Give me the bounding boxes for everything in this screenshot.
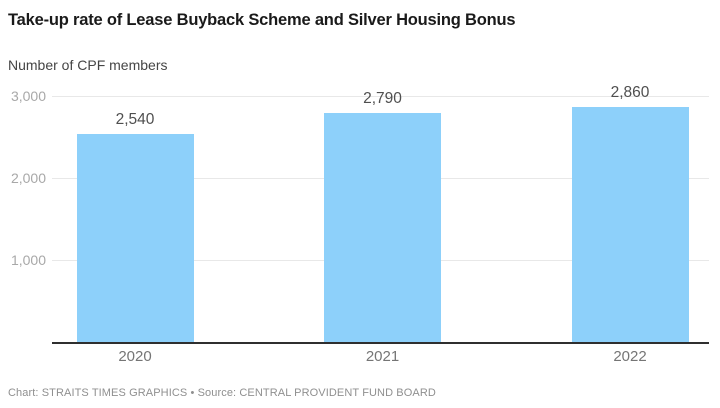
gridline-3000 xyxy=(52,96,709,97)
bar-value-label-2022: 2,860 xyxy=(610,84,650,102)
x-axis-label-2021: 2021 xyxy=(365,348,400,365)
x-axis-label-2020: 2020 xyxy=(118,348,152,365)
chart-footer-credit: Chart: STRAITS TIMES GRAPHICS • Source: … xyxy=(8,387,436,399)
y-axis-tick-2000: 2,000 xyxy=(10,170,46,186)
y-axis-tick-1000: 1,000 xyxy=(10,252,46,268)
chart-title: Take-up rate of Lease Buyback Scheme and… xyxy=(8,11,516,29)
bar-2021 xyxy=(324,113,441,342)
x-axis-label-2022: 2022 xyxy=(613,348,647,365)
bar-2022 xyxy=(571,107,689,342)
x-axis-line xyxy=(52,342,709,344)
bar-2020 xyxy=(76,133,194,342)
bar-value-label-2021: 2,790 xyxy=(363,90,402,108)
bar-value-label-2020: 2,540 xyxy=(115,110,155,128)
y-axis-tick-3000: 3,000 xyxy=(10,88,46,104)
chart-subtitle: Number of CPF members xyxy=(8,57,168,73)
